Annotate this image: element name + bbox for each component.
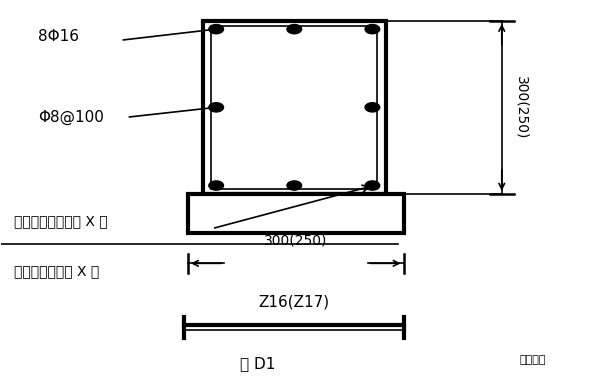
Text: Z16(Z17): Z16(Z17) (259, 294, 330, 310)
Text: 豆丁施工: 豆丁施工 (519, 355, 546, 365)
Bar (203, 21, 386, 194)
Circle shape (209, 103, 224, 112)
Bar (211, 26, 377, 189)
Circle shape (209, 181, 224, 190)
Text: 或工程洽商记录 X 号: 或工程洽商记录 X 号 (13, 264, 99, 278)
Bar (188, 194, 404, 232)
Text: 300(250): 300(250) (514, 76, 528, 139)
Text: 8Φ16: 8Φ16 (38, 29, 79, 43)
Circle shape (287, 24, 302, 34)
Text: 300(250): 300(250) (264, 234, 327, 248)
Circle shape (209, 24, 224, 34)
Text: 图 D1: 图 D1 (240, 356, 275, 371)
Circle shape (365, 24, 379, 34)
Circle shape (287, 181, 302, 190)
Text: Φ8@100: Φ8@100 (38, 109, 104, 125)
Circle shape (365, 103, 379, 112)
Circle shape (365, 181, 379, 190)
Text: 见设计变更通知单 X 号: 见设计变更通知单 X 号 (13, 214, 107, 228)
